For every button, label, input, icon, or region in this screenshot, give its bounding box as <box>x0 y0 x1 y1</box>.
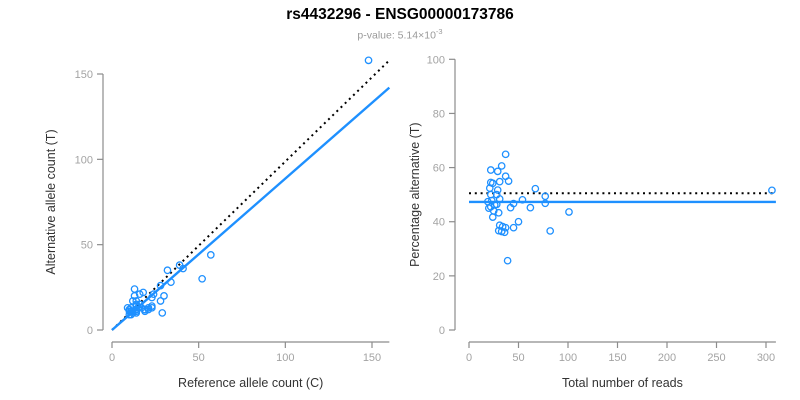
data-point <box>486 166 495 174</box>
data-point <box>509 223 518 232</box>
x-tick-label: 0 <box>109 352 115 364</box>
data-point <box>364 56 373 65</box>
pvalue-exponent: -3 <box>435 27 443 36</box>
right-plot: 0 20 40 60 80 100 0 50 100 150 200 250 300 Total numb… <box>408 54 776 390</box>
y-tick-label: 50 <box>81 240 93 252</box>
data-point <box>518 195 527 204</box>
data-point <box>156 281 165 290</box>
x-axis: 0 50 100 150 200 250 300 <box>466 341 776 364</box>
data-point <box>127 310 135 319</box>
data-point <box>565 208 573 216</box>
x-axis-title: Reference allele count (C) <box>178 376 323 390</box>
x-axis-title: Total number of reads <box>562 376 683 390</box>
data-point <box>148 303 156 312</box>
data-point <box>493 186 502 194</box>
data-point <box>158 309 167 317</box>
x-tick-label: 50 <box>193 352 205 364</box>
y-tick-label: 0 <box>439 325 445 337</box>
data-point <box>163 266 172 275</box>
y-tick-label: 0 <box>87 325 93 337</box>
data-point <box>160 292 168 300</box>
data-points <box>483 150 776 265</box>
x-axis: 0 50 100 150 <box>109 341 390 364</box>
chart-title: rs4432296 - ENSG00000173786 <box>286 6 514 23</box>
x-tick-label: 300 <box>757 352 775 364</box>
data-point <box>514 217 523 226</box>
y-tick-label: 20 <box>433 271 445 283</box>
x-tick-label: 150 <box>363 352 381 364</box>
data-point <box>156 297 165 305</box>
data-point <box>541 199 550 208</box>
data-point <box>132 309 141 317</box>
y-tick-label: 100 <box>75 154 93 166</box>
data-point <box>167 278 175 287</box>
data-point <box>198 274 206 283</box>
data-point <box>526 203 535 212</box>
data-point <box>500 228 509 237</box>
data-point <box>139 288 148 297</box>
left-plot: 0 50 100 150 0 50 100 150 Reference allele count… <box>44 56 391 390</box>
chart-subtitle: p-value: 5.14×10-3 <box>0 27 800 42</box>
data-point <box>130 292 139 300</box>
x-tick-label: 100 <box>276 352 294 364</box>
data-point <box>206 251 215 259</box>
pvalue-text: p-value: 5.14×10 <box>357 29 436 42</box>
y-tick-label: 40 <box>433 217 445 229</box>
data-point <box>504 177 513 185</box>
data-point <box>501 150 510 159</box>
x-tick-label: 150 <box>608 352 626 364</box>
data-point <box>148 293 156 302</box>
x-tick-label: 0 <box>466 352 472 364</box>
data-point <box>495 177 504 186</box>
y-axis: 0 20 40 60 80 100 <box>427 54 456 337</box>
data-point <box>546 227 555 235</box>
data-point <box>494 208 503 217</box>
y-tick-label: 60 <box>433 163 445 175</box>
data-point <box>488 213 497 221</box>
identity-line <box>111 59 391 331</box>
data-point <box>179 264 187 273</box>
fit-line <box>111 86 391 331</box>
data-point <box>130 285 139 293</box>
y-axis-title: Percentage alternative (T) <box>408 122 422 267</box>
data-point <box>531 184 540 193</box>
x-tick-label: 100 <box>559 352 577 364</box>
y-axis-title: Alternative allele count (T) <box>44 129 58 274</box>
data-point <box>506 203 515 212</box>
y-tick-label: 80 <box>433 108 445 120</box>
x-tick-label: 250 <box>707 352 725 364</box>
data-point <box>503 256 512 265</box>
data-point <box>768 186 776 195</box>
x-tick-label: 50 <box>512 352 524 364</box>
y-tick-label: 150 <box>75 69 93 81</box>
data-point <box>501 223 510 232</box>
y-axis: 0 50 100 150 <box>75 69 104 337</box>
data-point <box>493 167 502 176</box>
data-point <box>497 162 506 170</box>
x-tick-label: 200 <box>658 352 676 364</box>
data-points <box>123 56 373 319</box>
y-tick-label: 100 <box>427 54 445 66</box>
